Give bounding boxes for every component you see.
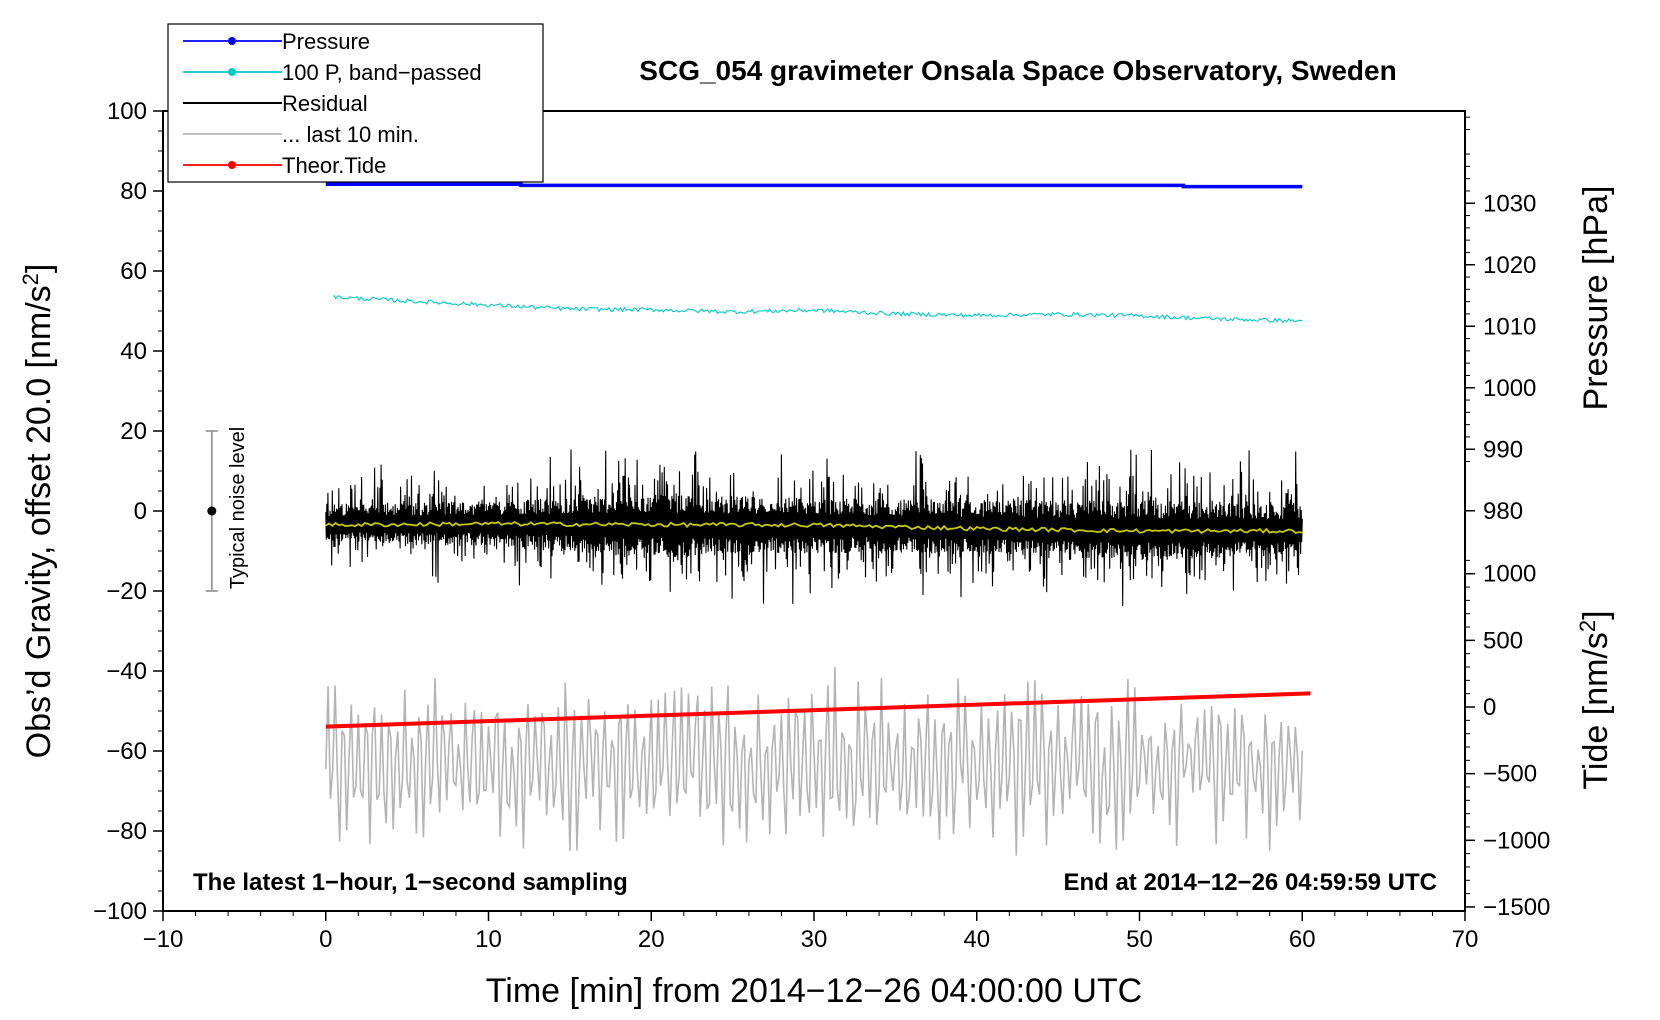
y-tick-label: −100 [93,898,147,925]
legend-label: ... last 10 min. [282,122,419,147]
y-axis-title: Obs’d Gravity, offset 20.0 [nm/s2] [18,264,58,759]
x-tick-label: 30 [801,926,828,953]
legend: Pressure 100 P, band−passed Residual ... la… [167,23,544,183]
y-tick-label: −40 [106,658,147,685]
sampling-annotation: The latest 1−hour, 1−second sampling [193,869,628,896]
pressure-tick-label: 980 [1483,498,1523,525]
tide-tick-label: 0 [1483,694,1496,721]
chart-title: SCG_054 gravimeter Onsala Space Observat… [639,55,1396,86]
pressure-tick-label: 1010 [1483,313,1536,340]
x-tick-label: −10 [143,926,184,953]
tide-tick-label: 1000 [1483,561,1536,588]
noise-level-indicator [205,430,218,592]
y-tick-label: 80 [120,178,147,205]
tide-tick-label: −500 [1483,761,1537,788]
x-tick-label: 20 [638,926,665,953]
legend-marker [228,68,236,76]
legend-label: 100 P, band−passed [282,60,482,85]
pressure-tick-label: 990 [1483,436,1523,463]
legend-label: Residual [282,91,368,116]
y-tick-label: −20 [106,578,147,605]
pressure-tick-label: 1000 [1483,375,1536,402]
x-tick-label: 10 [475,926,502,953]
y-tick-label: −80 [106,818,147,845]
x-tick-label: 60 [1289,926,1316,953]
x-tick-label: 50 [1126,926,1153,953]
series-layer [325,182,1311,856]
residual-trend-series [325,520,1303,535]
y-tick-label: 100 [107,98,147,125]
end-time-annotation: End at 2014−12−26 04:59:59 UTC [1063,869,1437,896]
legend-marker [228,161,236,169]
legend-label: Pressure [282,29,370,54]
axes-layer: −10 0 10 20 30 40 50 60 70100806040200−20−40−60−… [93,98,1550,953]
residual-series [325,449,1303,607]
x-axis-title: Time [min] from 2014−12−26 04:00:00 UTC [486,972,1142,1010]
pressure-axis-title: Pressure [hPa] [1577,186,1615,411]
y-tick-label: 0 [134,498,147,525]
theoretical-tide-series [325,691,1311,729]
y-tick-label: 40 [120,338,147,365]
pressure-series [325,182,1303,189]
tide-tick-label: −1000 [1483,827,1550,854]
legend-label: Theor.Tide [282,153,386,178]
tide-tick-label: −1500 [1483,894,1550,921]
y-tick-label: 20 [120,418,147,445]
tide-axis-title: Tide [nm/s2] [1575,610,1615,789]
last-10-min-series [325,666,1304,856]
noise-center-dot [207,506,217,516]
x-tick-label: 0 [319,926,332,953]
y-tick-label: −60 [106,738,147,765]
legend-marker [228,37,236,45]
tide-tick-label: 500 [1483,627,1523,654]
pressure-tick-label: 1020 [1483,252,1536,279]
y-tick-label: 60 [120,258,147,285]
band-passed-pressure-series [333,294,1303,324]
x-tick-label: 70 [1452,926,1479,953]
pressure-tick-label: 1030 [1483,190,1536,217]
x-tick-label: 40 [963,926,990,953]
noise-level-label: Typical noise level [227,427,249,589]
